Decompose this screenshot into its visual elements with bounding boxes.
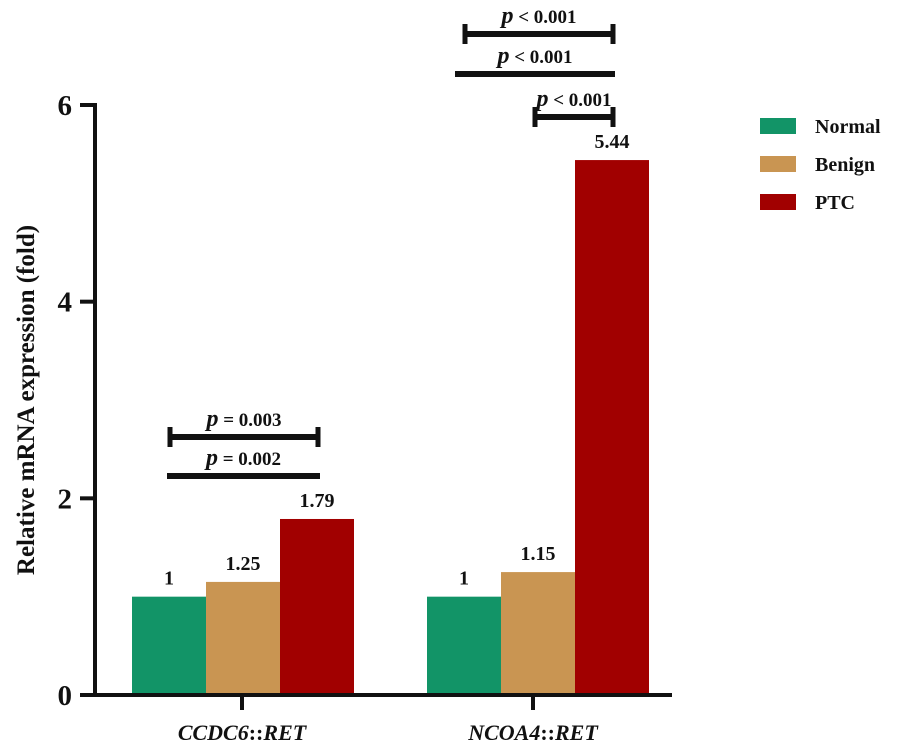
x-category-gene-a: NCOA4 (467, 720, 540, 745)
x-category-gene-b: RET (554, 720, 599, 745)
axes-layer: Relative mRNA expression (fold) (13, 103, 672, 697)
legend-swatch-normal (760, 118, 796, 134)
p-symbol: p (534, 86, 548, 112)
x-category-gene-a: CCDC6 (178, 720, 249, 745)
x-category-separator: :: (540, 720, 555, 745)
bar-value-label: 5.44 (595, 131, 630, 153)
y-axis-label: Relative mRNA expression (fold) (13, 225, 40, 575)
x-category-label: NCOA4::RET (467, 720, 599, 745)
legend-swatch-ptc (760, 194, 796, 210)
legend-label-normal: Normal (815, 116, 881, 138)
y-tick-label: 6 (58, 90, 73, 122)
p-value: < 0.001 (513, 7, 576, 28)
significance-label: p < 0.001 (495, 43, 572, 69)
significance-label: p < 0.001 (499, 3, 576, 29)
p-symbol: p (495, 43, 509, 69)
x-category-layer: CCDC6::RET NCOA4::RET (178, 695, 599, 745)
p-value: < 0.001 (509, 47, 572, 68)
legend-swatch-benign (760, 156, 796, 172)
y-tick-label: 2 (58, 483, 73, 515)
x-category-separator: :: (249, 720, 264, 745)
p-value: = 0.003 (218, 410, 281, 431)
y-tick-label: 4 (58, 287, 73, 319)
bars-layer (132, 160, 649, 696)
bar-ptc (280, 518, 354, 695)
significance-label: p = 0.002 (204, 445, 281, 471)
bar-value-label: 1.25 (226, 553, 261, 575)
p-value: = 0.002 (218, 449, 281, 470)
x-category-label: CCDC6::RET (178, 720, 308, 745)
bar-benign (501, 572, 575, 695)
bar-value-label: 1 (459, 568, 469, 590)
legend: Normal Benign PTC (760, 116, 881, 214)
p-symbol: p (204, 406, 218, 432)
bar-value-label: 1 (164, 568, 174, 590)
x-category-gene-b: RET (262, 720, 307, 745)
bar-value-label: 1.79 (300, 490, 335, 512)
p-value: < 0.001 (548, 90, 611, 111)
y-tick-label: 0 (58, 680, 73, 712)
significance-label: p < 0.001 (534, 86, 611, 112)
bar-value-label: 1.15 (521, 543, 556, 565)
significance-label: p = 0.003 (204, 406, 281, 432)
legend-label-ptc: PTC (815, 192, 855, 214)
bar-ptc (575, 160, 649, 696)
value-labels-layer: 1 1 1.25 1.15 1.79 5.44 (164, 131, 630, 590)
bar-normal (132, 596, 206, 695)
ticks-layer: 0 2 4 6 (58, 90, 95, 712)
bar-benign (206, 581, 280, 695)
legend-label-benign: Benign (815, 154, 875, 176)
p-symbol: p (204, 445, 218, 471)
p-symbol: p (499, 3, 513, 29)
bar-normal (427, 596, 501, 695)
